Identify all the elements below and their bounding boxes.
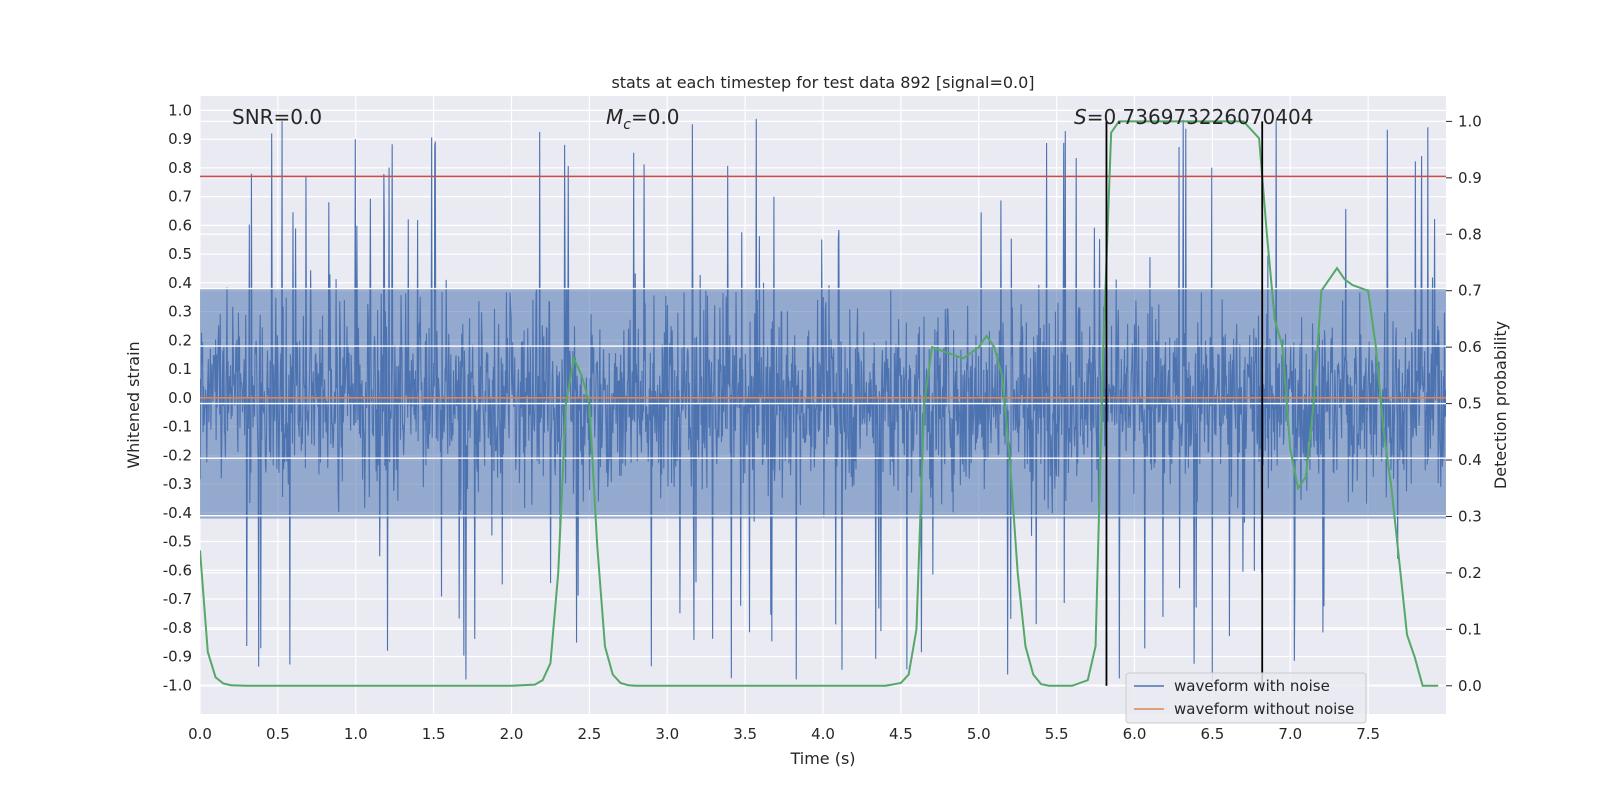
- y-tick-label: 0.0: [168, 389, 192, 407]
- y2-tick-label: 0.5: [1458, 395, 1482, 413]
- y-tick-label: 0.9: [168, 130, 192, 148]
- y-tick-label: 0.7: [168, 188, 192, 206]
- y-tick-label: 0.6: [168, 216, 192, 234]
- y-tick-label: -0.3: [163, 475, 192, 493]
- annotation-s-value: =0.736973226070404: [1087, 105, 1314, 129]
- tick-labels: -1.0 -0.9 -0.8 -0.7 -0.6 -0.5 -0.4 -0.3 -0.2 -0.1…: [163, 101, 1482, 743]
- y-tick-label: -0.5: [163, 533, 192, 551]
- series-detection-probability: [200, 120, 1439, 687]
- y-tick-label: -0.1: [163, 418, 192, 436]
- legend-box: [1125, 672, 1367, 724]
- x-axis-label: Time (s): [789, 749, 855, 768]
- y-tick-label: 0.1: [168, 360, 192, 378]
- y-tick-label: -0.7: [163, 590, 192, 608]
- y2-tick-label: 0.4: [1458, 451, 1482, 469]
- annotation-s-symbol: S: [1074, 105, 1087, 129]
- annotation-snr: SNR=0.0: [232, 105, 322, 129]
- x-tick-label: 4.5: [889, 725, 913, 743]
- y-tick-label: 1.0: [168, 101, 192, 119]
- annotation-mc-value: =0.0: [631, 105, 680, 129]
- y2-tick-label: 0.3: [1458, 507, 1482, 525]
- legend-label-clean: waveform without noise: [1174, 700, 1354, 718]
- y-axis-label: Whitened strain: [124, 341, 143, 468]
- x-tick-label: 0.0: [188, 725, 212, 743]
- x-tick-label: 7.5: [1356, 725, 1380, 743]
- chart-title: stats at each timestep for test data 892…: [611, 73, 1034, 92]
- y2-tick-label: 0.9: [1458, 169, 1482, 187]
- y-tick-label: -1.0: [163, 676, 192, 694]
- annotation-s: S=0.736973226070404: [1074, 105, 1313, 129]
- x-tick-label: 2.0: [500, 725, 524, 743]
- legend: waveform with noise waveform without noi…: [1125, 672, 1367, 724]
- x-tick-label: 1.0: [344, 725, 368, 743]
- annotation-mc-symbol: M: [606, 105, 623, 129]
- x-tick-label: 5.5: [1045, 725, 1069, 743]
- plot-series: [200, 118, 1446, 687]
- x-tick-label: 6.0: [1123, 725, 1147, 743]
- y-tick-label: 0.2: [168, 331, 192, 349]
- y-tick-label: 0.4: [168, 274, 192, 292]
- x-tick-label: 5.0: [967, 725, 991, 743]
- y2-axis-label: Detection probability: [1491, 321, 1510, 489]
- annotation-chirp-mass: Mc=0.0: [606, 105, 680, 133]
- y2-tick-label: 1.0: [1458, 112, 1482, 130]
- x-tick-label: 3.5: [733, 725, 757, 743]
- y-tick-label: -0.9: [163, 648, 192, 666]
- x-tick-label: 1.5: [422, 725, 446, 743]
- y-tick-label: 0.8: [168, 159, 192, 177]
- y2-tick-label: 0.2: [1458, 564, 1482, 582]
- annotation-mc-subscript: c: [623, 117, 631, 133]
- y-tick-label: -0.4: [163, 504, 192, 522]
- y-tick-label: -0.6: [163, 561, 192, 579]
- x-tick-label: 0.5: [266, 725, 290, 743]
- legend-label-noise: waveform with noise: [1174, 677, 1330, 695]
- x-tick-label: 2.5: [577, 725, 601, 743]
- x-tick-label: 4.0: [811, 725, 835, 743]
- y2-tick-label: 0.1: [1458, 620, 1482, 638]
- x-tick-label: 7.0: [1278, 725, 1302, 743]
- y-tick-label: -0.2: [163, 446, 192, 464]
- y2-tick-label: 0.8: [1458, 225, 1482, 243]
- y2-tick-label: 0.6: [1458, 338, 1482, 356]
- y-tick-label: 0.3: [168, 303, 192, 321]
- x-tick-label: 3.0: [655, 725, 679, 743]
- y-tick-label: -0.8: [163, 619, 192, 637]
- y-tick-label: 0.5: [168, 245, 192, 263]
- y2-tick-label: 0.7: [1458, 282, 1482, 300]
- y2-tick-label: 0.0: [1458, 677, 1482, 695]
- x-tick-label: 6.5: [1200, 725, 1224, 743]
